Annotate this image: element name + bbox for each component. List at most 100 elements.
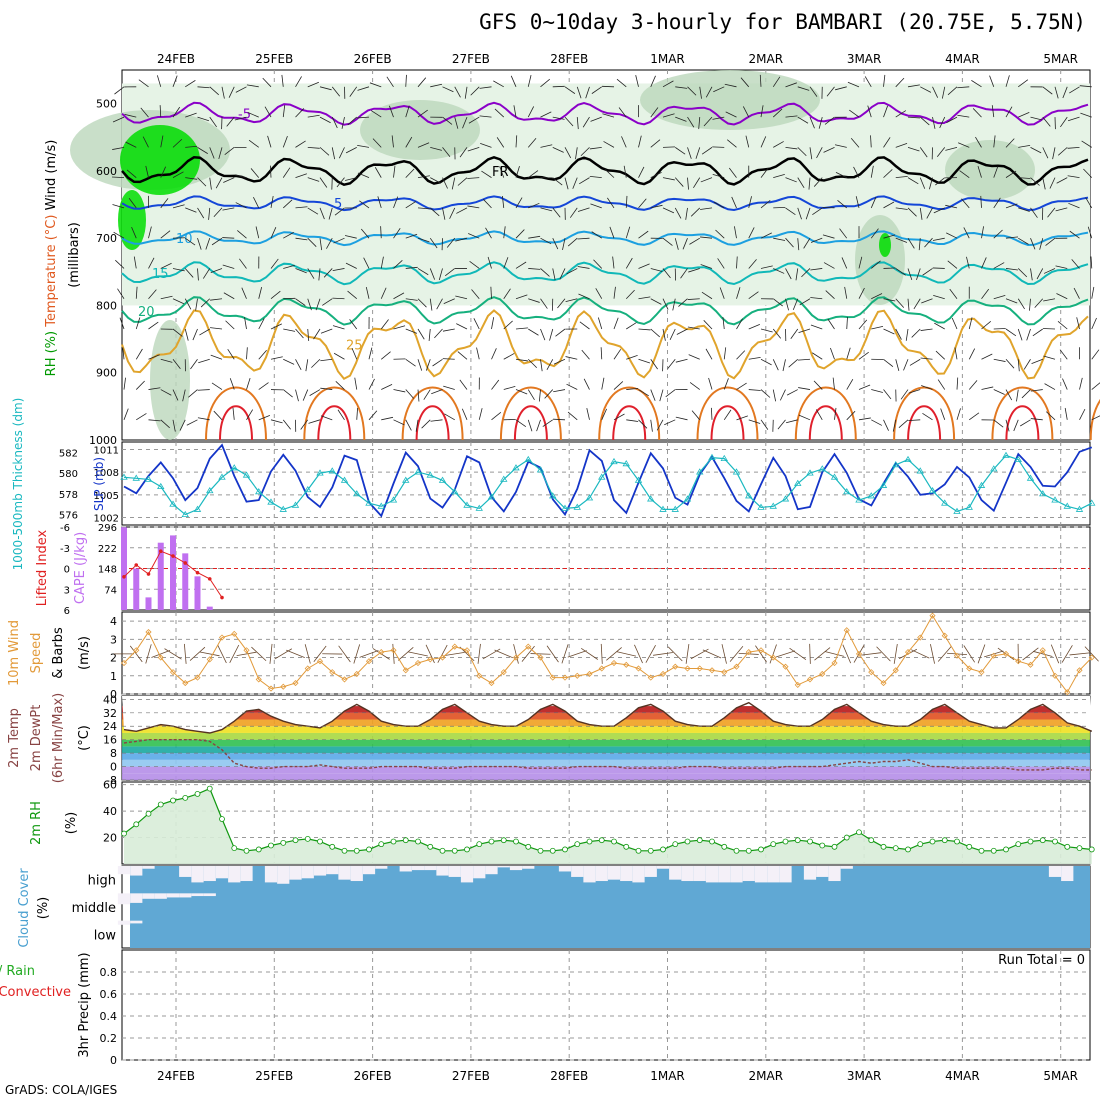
upper-wind-barb <box>160 358 173 363</box>
upper-wind-barb <box>1079 377 1083 390</box>
upper-wind-barb <box>470 86 480 96</box>
isotherm-20-line <box>121 296 1089 326</box>
upper-wind-barb <box>184 328 189 341</box>
upper-wind-barb <box>135 317 141 330</box>
thickness-point <box>647 495 655 502</box>
wind10m-barb <box>685 643 690 664</box>
upper-y-tick-label: 800 <box>96 299 117 312</box>
rh2m-point <box>598 837 605 844</box>
upper-wind-barb <box>813 177 823 187</box>
upper-wind-barb <box>680 268 688 279</box>
upper-wind-barb <box>389 105 394 118</box>
upper-wind-barb <box>835 172 847 178</box>
upper-wind-barb <box>295 328 304 339</box>
upper-wind-barb <box>224 147 235 155</box>
thickness-point <box>426 471 434 478</box>
wind10m-barb <box>729 645 744 662</box>
rh2m-point <box>292 837 299 844</box>
upper-wind-barb <box>393 325 406 330</box>
upper-wind-barb <box>1005 389 1013 401</box>
thickness-point <box>451 488 459 495</box>
cloud-clear-block <box>289 866 302 880</box>
upper-wind-barb <box>920 357 933 360</box>
upper-wind-barb <box>909 358 921 366</box>
upper-wind-barb <box>968 317 973 330</box>
rh2m-point <box>758 846 764 853</box>
cloud-clear-block <box>558 866 572 872</box>
upper-wind-barb <box>1018 79 1029 88</box>
upper-wind-barb <box>1080 112 1092 118</box>
upper-wind-barb <box>179 419 186 431</box>
upper-wind-barb <box>1068 202 1080 209</box>
upper-wind-barb <box>211 237 223 246</box>
upper-wind-barb <box>908 419 921 422</box>
upper-wind-barb <box>1005 203 1018 209</box>
thickness-point <box>769 502 777 509</box>
upper-wind-barb <box>638 198 647 209</box>
cloud-clear-block <box>399 866 412 872</box>
wind10m-barb <box>984 650 1004 658</box>
temp-ylabel: (6hr Min/Max) <box>51 693 66 783</box>
upper-wind-barb <box>809 86 818 97</box>
upper-wind-barb <box>190 359 198 370</box>
date-label-bottom: 5MAR <box>1043 1069 1078 1083</box>
upper-wind-barb <box>552 207 561 218</box>
upper-wind-barb <box>830 347 835 360</box>
upper-wind-barb <box>832 377 835 390</box>
upper-wind-barb <box>650 268 663 272</box>
isotherm-5-label: 5 <box>334 197 342 212</box>
upper-wind-barb <box>664 419 676 426</box>
wind10m-speed-point <box>892 667 899 674</box>
upper-wind-barb <box>687 298 700 300</box>
upper-wind-barb <box>264 106 272 118</box>
upper-wind-barb <box>1005 359 1015 369</box>
wind10m-barb <box>229 644 240 664</box>
rh2m-point <box>255 846 262 853</box>
upper-wind-barb <box>924 237 933 248</box>
isotherm-35-loop <box>1005 405 1040 441</box>
cloud-clear-block <box>779 866 792 883</box>
upper-wind-barb <box>675 86 688 89</box>
upper-wind-barb <box>459 379 468 390</box>
upper-wind-barb <box>172 171 184 178</box>
upper-wind-barb <box>380 351 391 360</box>
wind10m-barb <box>546 645 559 663</box>
upper-wind-barb <box>895 142 908 148</box>
rh2m-point <box>427 843 434 850</box>
upper-wind-barb <box>603 141 615 148</box>
cape-bar <box>133 568 140 610</box>
upper-wind-barb <box>319 207 325 220</box>
upper-wind-barb <box>185 177 198 180</box>
upper-wind-barb <box>777 419 786 430</box>
upper-ylabel-part: Wind (m/s) <box>44 140 59 215</box>
upper-wind-barb <box>798 328 811 333</box>
upper-wind-barb <box>223 177 235 183</box>
cloud-clear-block <box>142 893 155 899</box>
temp-tick-label: 40 <box>103 693 117 706</box>
upper-wind-barb <box>981 386 994 390</box>
upper-wind-barb <box>213 410 223 421</box>
thickness-point <box>634 476 643 483</box>
upper-wind-barb <box>135 380 145 390</box>
upper-wind-barb <box>638 263 650 269</box>
upper-wind-barb <box>391 135 394 148</box>
upper-wind-barb <box>1042 86 1053 95</box>
upper-wind-barb <box>772 389 777 402</box>
wind10m-speed-point <box>770 654 777 661</box>
upper-wind-barb <box>1005 268 1018 271</box>
upper-wind-barb <box>258 414 271 421</box>
upper-wind-barb <box>662 328 666 341</box>
upper-wind-barb <box>635 75 639 87</box>
upper-wind-barb <box>515 197 523 209</box>
isotherm-5-line <box>121 195 1089 212</box>
upper-wind-barb <box>601 408 607 420</box>
upper-wind-barb <box>328 207 333 220</box>
upper-wind-barb <box>270 290 281 300</box>
date-label-bottom: 26FEB <box>354 1069 392 1083</box>
rh2m-point <box>623 843 630 850</box>
upper-wind-barb <box>564 147 572 159</box>
upper-wind-barb <box>295 206 308 209</box>
isotherm-30-loop <box>499 386 562 441</box>
wind10m-ylabel: 10m Wind <box>7 620 22 686</box>
rh2m-point <box>182 794 189 801</box>
